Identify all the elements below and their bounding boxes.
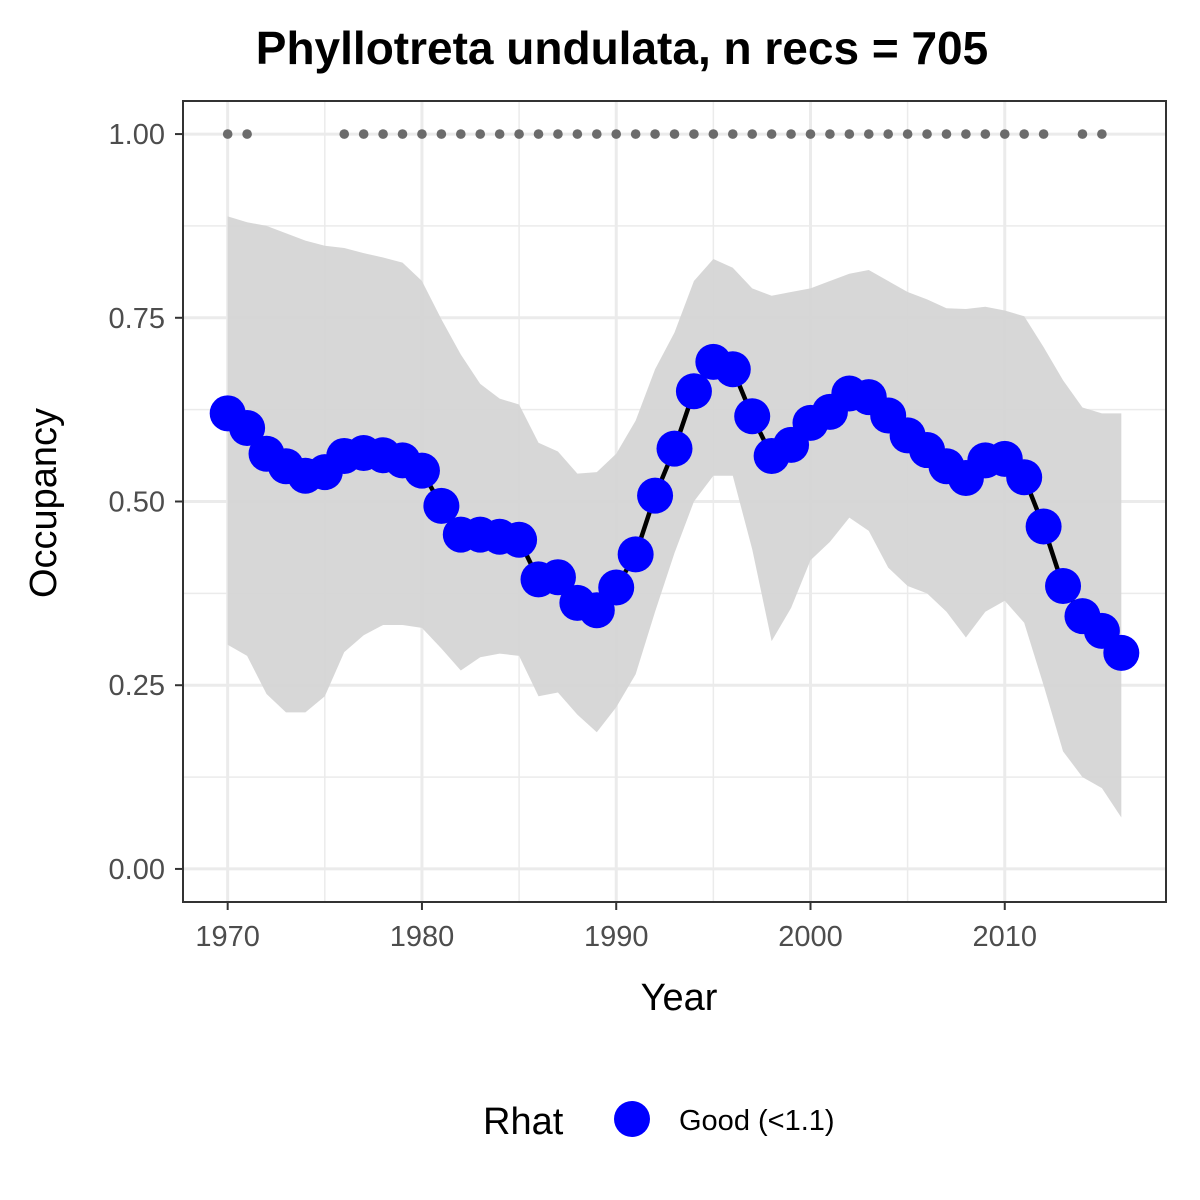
- record-dot: [747, 129, 758, 139]
- record-dot: [222, 129, 233, 139]
- occupancy-point: [675, 373, 712, 410]
- occupancy-point: [714, 351, 751, 388]
- record-dot: [844, 129, 855, 139]
- occupancy-point: [423, 487, 460, 524]
- record-dot: [242, 129, 252, 139]
- legend: Rhat Good (<1.1): [483, 1101, 835, 1143]
- y-tick-label: 0.75: [109, 303, 165, 335]
- occupancy-point: [539, 559, 576, 596]
- x-tick-label: 2010: [972, 921, 1037, 953]
- record-dot: [689, 129, 699, 139]
- x-tick-label: 1970: [195, 921, 260, 953]
- x-tick-label: 1980: [390, 921, 455, 953]
- record-dot: [630, 129, 641, 139]
- record-dot: [669, 129, 680, 139]
- y-tick-label: 0.25: [109, 670, 165, 702]
- record-dot: [494, 129, 505, 139]
- record-dot: [1019, 129, 1029, 139]
- record-dot: [611, 129, 622, 139]
- record-dot: [825, 129, 835, 139]
- occupancy-point: [501, 521, 538, 558]
- record-dot: [378, 129, 388, 139]
- occupancy-point: [1103, 634, 1140, 671]
- record-dot: [456, 129, 466, 139]
- credible-interval-ribbon: [227, 216, 1122, 818]
- occupancy-point: [637, 477, 674, 514]
- record-dot: [805, 129, 816, 139]
- legend-key-good: [614, 1101, 650, 1137]
- plot-panel: [182, 100, 1167, 903]
- record-dot: [417, 129, 427, 139]
- record-dot: [902, 129, 913, 139]
- record-dot: [397, 129, 408, 139]
- y-tick-label: 0.00: [109, 854, 165, 886]
- record-dot: [436, 129, 447, 139]
- y-axis: 0.00 0.25 0.50 0.75 1.00: [109, 119, 183, 886]
- record-dot: [553, 129, 563, 139]
- record-dot: [572, 129, 583, 139]
- record-dot: [863, 129, 874, 139]
- occupancy-point: [1025, 508, 1062, 545]
- occupancy-point: [1045, 568, 1082, 605]
- y-tick-label: 1.00: [109, 119, 165, 151]
- record-dot: [980, 129, 991, 139]
- record-dots: [222, 129, 1107, 139]
- record-dot: [922, 129, 932, 139]
- chart-title: Phyllotreta undulata, n recs = 705: [256, 22, 988, 74]
- record-dot: [961, 129, 971, 139]
- record-dot: [786, 129, 796, 139]
- occupancy-point: [403, 452, 440, 489]
- occupancy-point: [734, 398, 771, 435]
- occupancy-points: [209, 343, 1140, 671]
- record-dot: [514, 129, 524, 139]
- record-dot: [708, 129, 719, 139]
- record-dot: [766, 129, 777, 139]
- record-dot: [727, 129, 738, 139]
- x-tick-label: 1990: [584, 921, 649, 953]
- record-dot: [883, 129, 893, 139]
- record-dot: [591, 129, 602, 139]
- x-tick-label: 2000: [778, 921, 843, 953]
- y-axis-title: Occupancy: [23, 408, 65, 598]
- x-axis-title: Year: [641, 977, 718, 1019]
- x-axis: 1970 1980 1990 2000 2010: [195, 902, 1037, 953]
- occupancy-point: [656, 430, 693, 467]
- occupancy-point: [598, 569, 635, 606]
- record-dot: [339, 129, 350, 139]
- record-dot: [1038, 129, 1049, 139]
- record-dot: [650, 129, 660, 139]
- legend-title: Rhat: [483, 1101, 564, 1143]
- record-dot: [475, 129, 486, 139]
- record-dot: [1097, 129, 1107, 139]
- occupancy-point: [1006, 459, 1043, 496]
- record-dot: [533, 129, 544, 139]
- record-dot: [358, 129, 369, 139]
- y-tick-label: 0.50: [109, 487, 165, 519]
- record-dot: [941, 129, 952, 139]
- legend-label-good: Good (<1.1): [679, 1105, 835, 1137]
- occupancy-point: [617, 536, 654, 573]
- record-dot: [1077, 129, 1088, 139]
- record-dot: [999, 129, 1010, 139]
- occupancy-point: [229, 410, 266, 447]
